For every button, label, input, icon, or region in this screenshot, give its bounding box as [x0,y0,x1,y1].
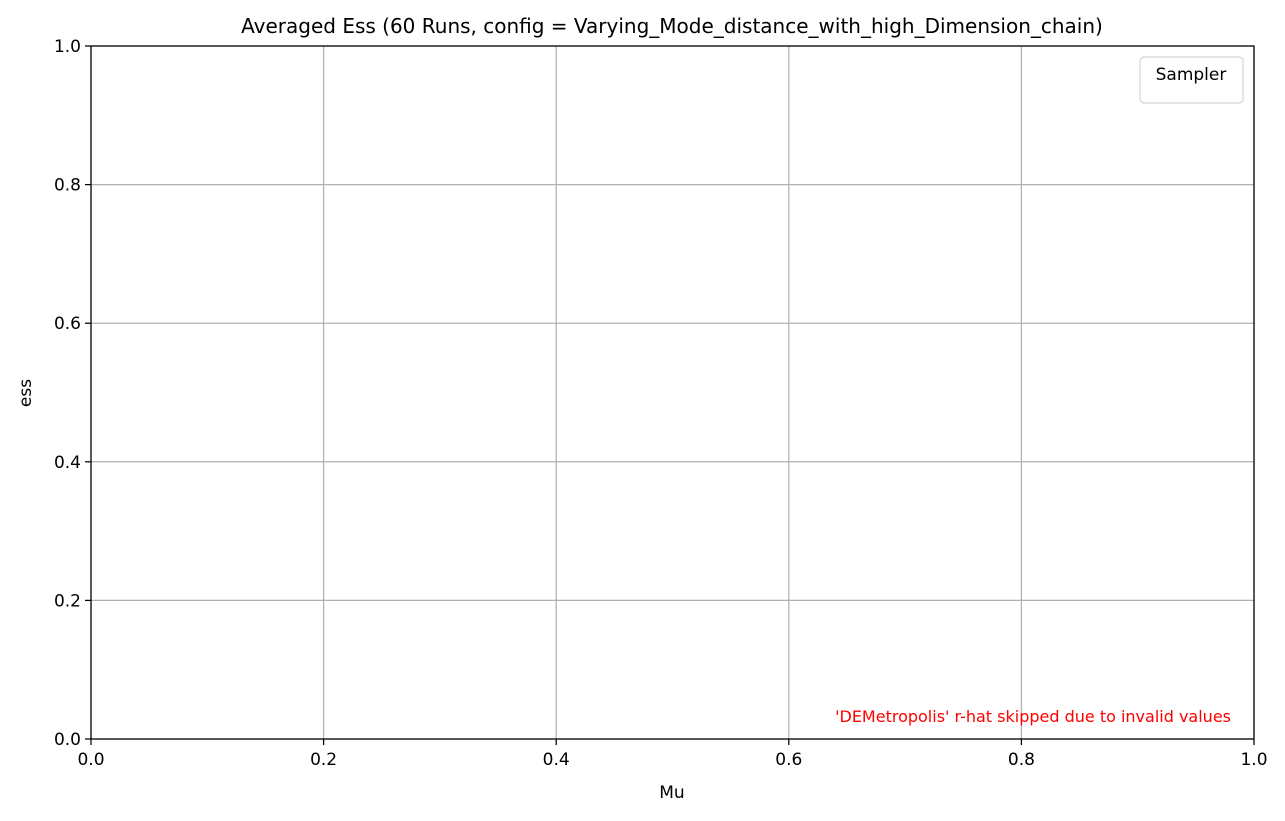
x-axis-label: Mu [659,783,684,803]
x-tick-label: 0.6 [775,750,802,770]
y-axis-ticks: 0.0 0.2 0.4 0.6 0.8 1.0 [54,37,91,750]
legend-title: Sampler [1156,65,1227,85]
y-tick-label: 0.8 [54,176,81,196]
warning-annotation: 'DEMetropolis' r-hat skipped due to inva… [835,707,1231,726]
grid-lines [90,45,1255,740]
y-axis-label: ess [16,379,36,407]
y-tick-label: 0.6 [54,314,81,334]
x-tick-label: 0.4 [543,750,570,770]
x-tick-label: 0.2 [310,750,337,770]
x-axis-ticks: 0.0 0.2 0.4 0.6 0.8 1.0 [77,739,1268,770]
legend-box [1139,56,1244,104]
chart-title: Averaged Ess (60 Runs, config = Varying_… [241,14,1103,38]
y-tick-label: 0.2 [54,591,81,611]
x-tick-label: 1.0 [1240,750,1267,770]
x-tick-label: 0.8 [1008,750,1035,770]
plot-area-frame [90,45,1255,740]
legend: Sampler [1139,56,1244,104]
x-tick-label: 0.0 [77,750,104,770]
y-tick-label: 0.0 [54,730,81,750]
y-tick-label: 1.0 [54,37,81,57]
y-tick-label: 0.4 [54,453,81,473]
